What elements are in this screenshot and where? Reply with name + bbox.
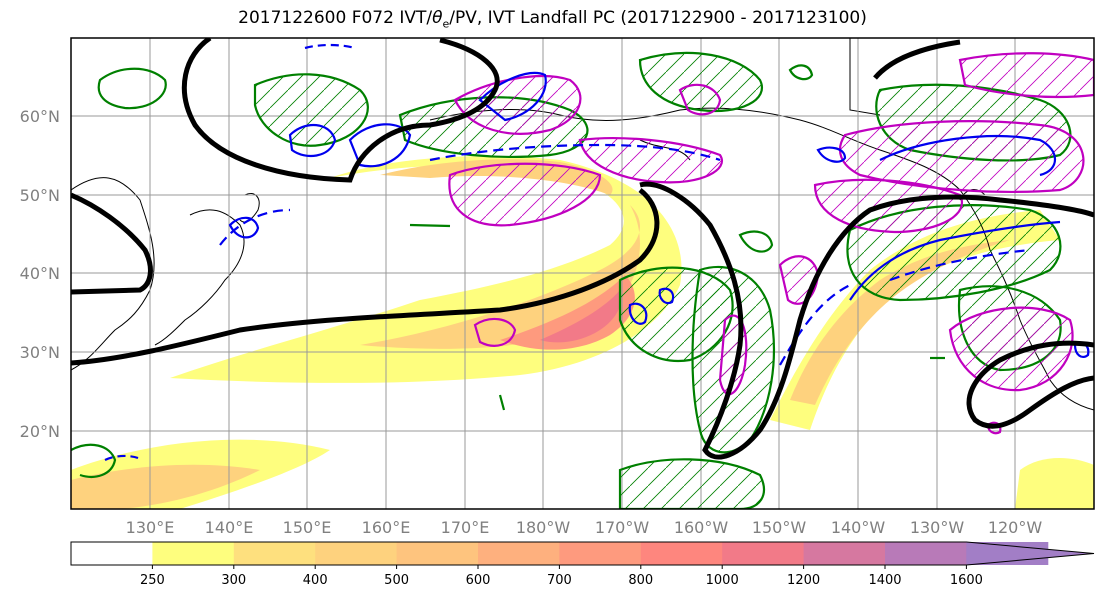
- title-theta-sub: e: [442, 17, 450, 31]
- title-suffix: /PV, IVT Landfall PC (2017122900 - 20171…: [449, 8, 867, 28]
- lon-label-130w: 130°W: [910, 518, 965, 537]
- lon-label-180w: 180°W: [516, 518, 571, 537]
- height-contours: [71, 38, 1094, 460]
- colorbar-segment: [478, 542, 560, 565]
- colorbar-tick-label: 1400: [868, 573, 901, 588]
- title-prefix: 2017122600 F072 IVT/: [238, 8, 433, 28]
- colorbar-segment: [396, 542, 479, 565]
- colorbar-tick-label: 1000: [706, 573, 739, 588]
- colorbar-tick-label: 700: [547, 573, 572, 588]
- map-area: [71, 38, 1094, 509]
- lat-label-40: 40°N: [20, 264, 60, 283]
- colorbar-segment: [640, 542, 723, 565]
- lat-label-20: 20°N: [20, 422, 60, 441]
- colorbar-tick-label: 250: [140, 573, 165, 588]
- landfall-pc-contours: [448, 52, 1094, 435]
- colorbar-segment: [885, 542, 967, 565]
- colorbar: 250 300 400 500 600 700 800 1000 1200 1400 1600: [70, 541, 1095, 588]
- colorbar-outline: [70, 541, 1095, 566]
- lat-label-60: 60°N: [20, 107, 60, 126]
- colorbar-segment: [803, 542, 886, 565]
- colorbar-tick-label: 600: [466, 573, 491, 588]
- colorbar-tick-label: 1600: [950, 573, 983, 588]
- colorbar-segment: [315, 542, 398, 565]
- lon-label-140e: 140°E: [205, 518, 254, 537]
- colorbar-segment: [152, 542, 235, 565]
- lat-label-30: 30°N: [20, 343, 60, 362]
- colorbar-tick-label: 400: [303, 573, 328, 588]
- lon-label-150w: 150°W: [752, 518, 807, 537]
- colorbar-segment: [71, 542, 153, 565]
- lon-label-170w: 170°W: [595, 518, 650, 537]
- lon-label-170e: 170°E: [441, 518, 490, 537]
- lon-label-140w: 140°W: [831, 518, 886, 537]
- lon-label-160e: 160°E: [362, 518, 411, 537]
- colorbar-segment: [722, 542, 805, 565]
- lat-label-50: 50°N: [20, 186, 60, 205]
- title-theta: θ: [432, 8, 443, 28]
- lon-label-120w: 120°W: [988, 518, 1043, 537]
- colorbar-tick-label: 300: [221, 573, 246, 588]
- lon-label-150e: 150°E: [283, 518, 332, 537]
- map-frame: [70, 37, 1095, 510]
- lon-labels: 130°E 140°E 150°E 160°E 170°E 180°W 170°…: [126, 518, 1043, 537]
- colorbar-tick-label: 800: [628, 573, 653, 588]
- colorbar-tick-label: 500: [384, 573, 409, 588]
- lat-labels: 60°N 50°N 40°N 30°N 20°N: [20, 107, 60, 441]
- colorbar-tick-label: 1200: [787, 573, 820, 588]
- colorbar-segment: [233, 542, 316, 565]
- lon-label-160w: 160°W: [674, 518, 729, 537]
- map-title: 2017122600 F072 IVT/θe/PV, IVT Landfall …: [0, 8, 1105, 30]
- colorbar-segment: [559, 542, 642, 565]
- theta-e-contours: [104, 43, 1090, 462]
- lon-label-130e: 130°E: [126, 518, 175, 537]
- colorbar-extend-arrow: [966, 542, 1094, 565]
